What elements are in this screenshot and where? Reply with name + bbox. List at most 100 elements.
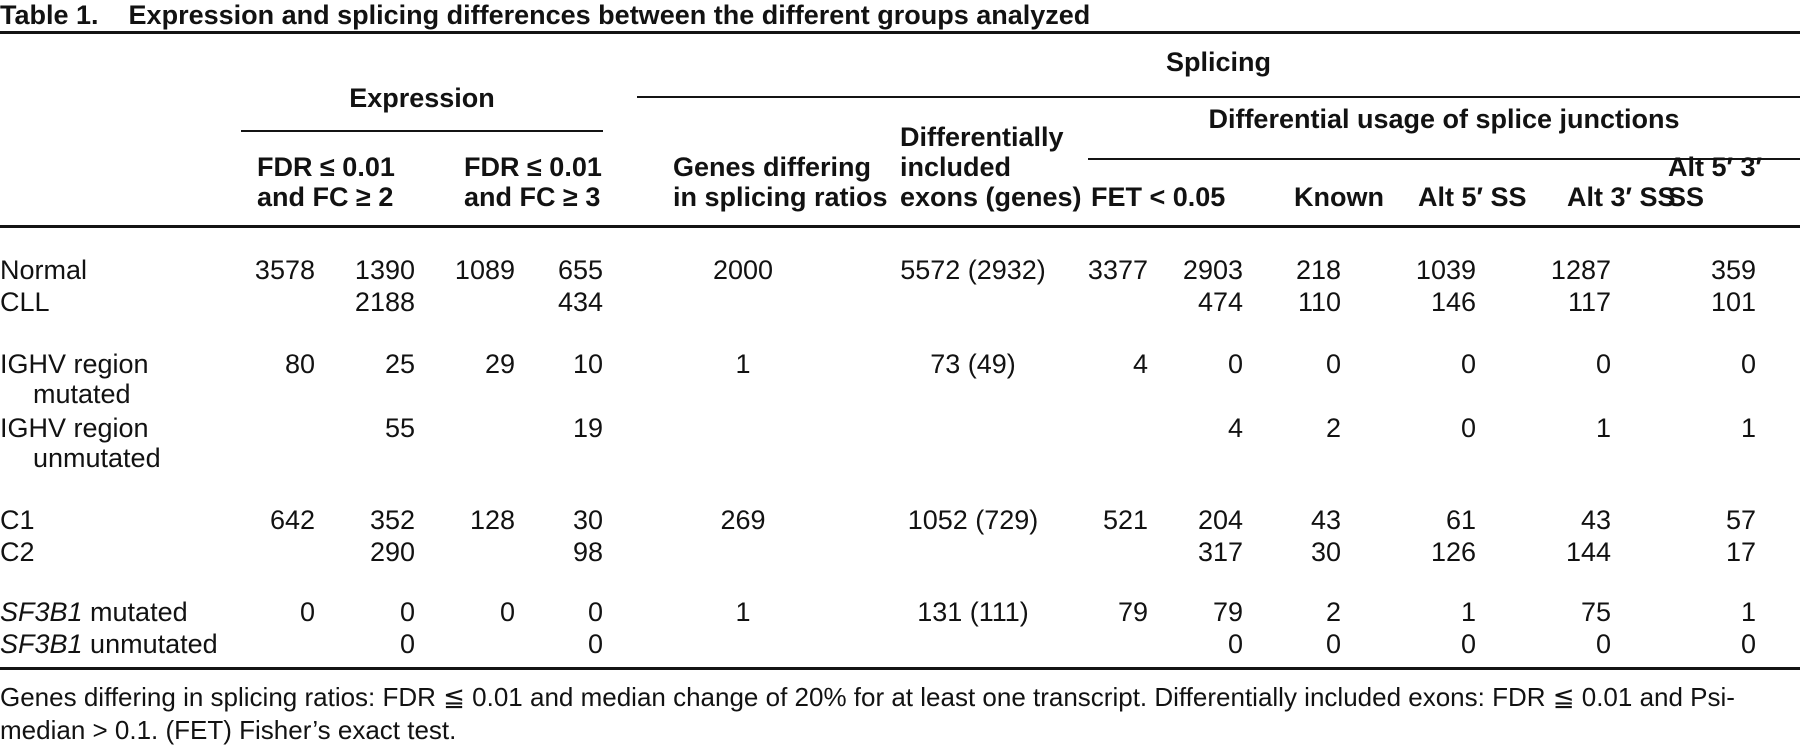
table-row: SF3B1 mutated 0 0 0 0 1 131 (111) 79 79 … [0,567,1800,627]
cell: 1390 [354,255,415,285]
cell: 359 [1710,255,1756,285]
cell [415,409,515,473]
cell: 3377 [1087,255,1148,285]
column-header-known: Known [1294,182,1384,212]
cell: 2000 [712,255,774,285]
cell: 1 [1740,413,1756,443]
cell: 0 [399,629,415,659]
cell [1063,409,1148,473]
cell: 1 [1595,413,1611,443]
cell: 43 [1580,505,1611,535]
table-row: SF3B1 unmutated 0 0 0 0 0 0 0 [0,627,1800,669]
cell: 30 [1310,537,1341,567]
table-row: C2 290 98 317 30 126 144 17 [0,535,1800,567]
cell [603,285,883,317]
cell [230,627,315,669]
table-row: C1 642 352 128 30 269 1052 (729) 521 204… [0,473,1800,535]
cell: 1287 [1550,255,1611,285]
divider-title [0,31,1800,34]
column-group-splicing: Splicing [1165,47,1271,77]
cell: 474 [1197,287,1243,317]
cell: 4 [1132,349,1148,379]
cell [883,285,1063,317]
cell: 0 [1227,629,1243,659]
cell [883,627,1063,669]
cell: 73 (49) [930,349,1016,379]
column-header-diff-included-exons: Differentially included exons (genes) [900,122,1082,212]
cell: 5572 (2932) [900,255,1046,285]
cell: 0 [1325,629,1341,659]
cell: 269 [720,505,766,535]
divider-diff-usage [1088,158,1800,160]
cell [1063,535,1148,567]
cell: 0 [1460,629,1476,659]
row-label: SF3B1 mutated [0,597,188,627]
column-header-fet: FET < 0.05 [1091,182,1226,212]
row-label: IGHV region unmutated [0,413,161,473]
cell: 0 [299,597,315,627]
cell [1063,627,1148,669]
cell [883,535,1063,567]
column-group-diff-usage: Differential usage of splice junctions [1208,104,1680,134]
cell: 110 [1297,287,1341,317]
cell: 79 [1117,597,1148,627]
column-header-alt3ss: Alt 3′ SS [1567,182,1676,212]
table-row: Normal 3578 1390 1089 655 2000 5572 (293… [0,228,1800,285]
cell: 75 [1580,597,1611,627]
column-header-fdr-fc3: FDR ≤ 0.01 and FC ≥ 3 [464,152,602,212]
column-header-fdr-fc2: FDR ≤ 0.01 and FC ≥ 2 [257,152,395,212]
cell: 61 [1445,505,1476,535]
table-row: CLL 2188 434 474 110 146 117 101 [0,285,1800,317]
cell: 126 [1430,537,1476,567]
cell [603,535,883,567]
cell: 0 [1227,349,1243,379]
table-caption: Expression and splicing differences betw… [128,0,1091,30]
cell: 1 [735,597,751,627]
cell: 218 [1295,255,1341,285]
row-label: CLL [0,287,50,317]
cell: 25 [384,349,415,379]
cell: 10 [572,349,603,379]
row-label: IGHV region mutated [0,349,149,409]
table-header: Table 1. Expression and splicing differen… [0,0,1800,228]
cell: 2 [1325,413,1341,443]
cell [883,409,1063,473]
cell: 204 [1197,505,1243,535]
column-header-alt5-3ss: Alt 5′ 3′ SS [1668,152,1762,212]
cell: 1039 [1415,255,1476,285]
column-header-alt5ss: Alt 5′ SS [1418,182,1527,212]
cell: 0 [1325,349,1341,379]
cell: 80 [284,349,315,379]
cell: 0 [499,597,515,627]
cell: 434 [557,287,603,317]
cell: 352 [369,505,415,535]
cell: 1 [1740,597,1756,627]
row-label: C2 [0,537,35,567]
cell [230,409,315,473]
cell: 131 (111) [917,597,1029,627]
cell: 55 [384,413,415,443]
row-label: Normal [0,255,88,285]
cell [415,627,515,669]
column-group-expression: Expression [349,83,495,113]
table-row: IGHV region mutated 80 25 29 10 1 73 (49)… [0,317,1800,409]
cell: 144 [1565,537,1611,567]
cell: 30 [572,505,603,535]
cell: 0 [1460,413,1476,443]
cell: 1052 (729) [907,505,1039,535]
row-label: C1 [0,505,35,535]
cell: 117 [1567,287,1611,317]
cell: 98 [572,537,603,567]
row-label: SF3B1 unmutated [0,629,218,659]
cell [1063,285,1148,317]
divider-splicing [637,96,1800,98]
cell: 79 [1212,597,1243,627]
cell: 0 [1595,629,1611,659]
divider-header-body [0,225,1800,228]
cell: 2903 [1182,255,1243,285]
column-header-genes-splicing-ratios: Genes differing in splicing ratios [673,152,888,212]
cell: 317 [1197,537,1243,567]
cell: 0 [1740,349,1756,379]
cell: 1 [735,349,751,379]
